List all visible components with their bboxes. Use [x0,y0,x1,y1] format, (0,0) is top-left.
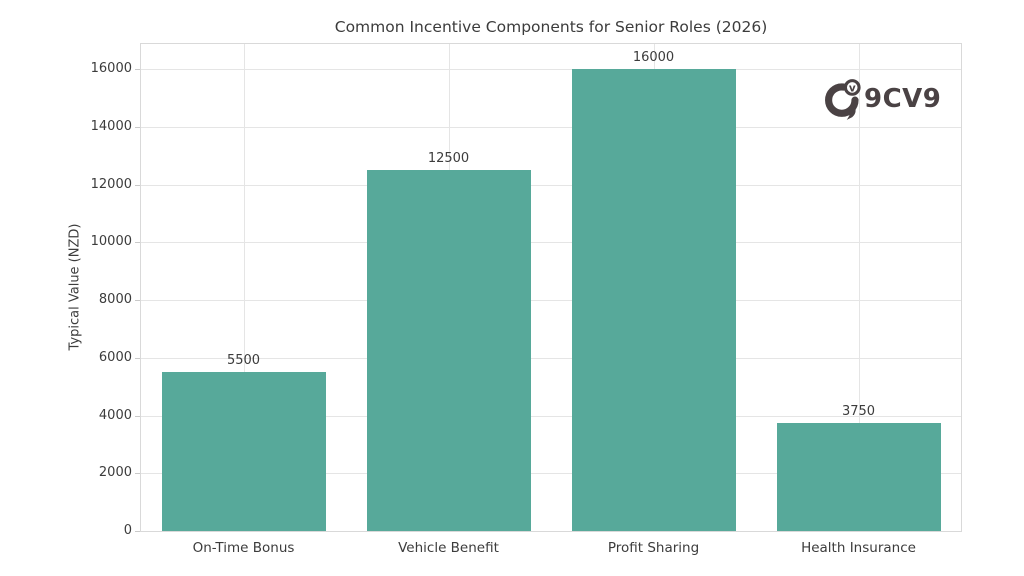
y-tick-label: 14000 [90,118,132,134]
watermark-text: 9CV9 [864,84,942,114]
bar-value-label: 3750 [841,403,876,419]
y-tick-mark [135,531,140,532]
9cv9-logo-icon: v [825,79,861,120]
bar-value-label: 12500 [427,151,470,167]
y-gridline [141,126,961,128]
x-tick-label: On-Time Bonus [192,540,295,556]
x-gridline [243,44,245,531]
y-tick-mark [135,126,140,128]
y-gridline [141,473,961,475]
bar [161,372,326,531]
y-tick-label: 12000 [90,176,132,192]
bar [776,422,941,531]
y-gridline [141,300,961,302]
x-tick-label: Health Insurance [801,540,916,556]
svg-text:v: v [849,82,856,94]
y-tick-mark [135,415,140,417]
y-gridline [141,415,961,417]
bar-value-label: 5500 [226,353,261,369]
y-tick-label: 8000 [98,292,132,308]
y-gridline [141,357,961,359]
y-gridline [141,242,961,244]
y-tick-mark [135,184,140,186]
y-tick-mark [135,473,140,475]
y-tick-mark [135,357,140,359]
y-tick-mark [135,300,140,302]
bar-value-label: 16000 [632,50,675,66]
y-tick-label: 16000 [90,61,132,77]
x-tick-label: Vehicle Benefit [398,540,499,556]
bar [571,69,736,531]
y-tick-mark [135,242,140,244]
chart-title: Common Incentive Components for Senior R… [334,18,768,36]
y-tick-mark [135,69,140,71]
plot-area: 5500 12500 16000 3750 [140,43,962,532]
y-tick-label: 10000 [90,234,132,250]
bar [366,170,531,531]
y-tick-label: 0 [123,523,132,538]
x-tick-label: Profit Sharing [607,540,700,556]
y-tick-label: 4000 [98,407,132,423]
y-gridline [141,184,961,186]
y-gridline [141,69,961,71]
y-tick-label: 6000 [98,349,132,365]
watermark-logo: v 9CV9 [822,77,941,121]
x-gridline [858,44,860,531]
y-tick-label: 2000 [98,465,132,481]
